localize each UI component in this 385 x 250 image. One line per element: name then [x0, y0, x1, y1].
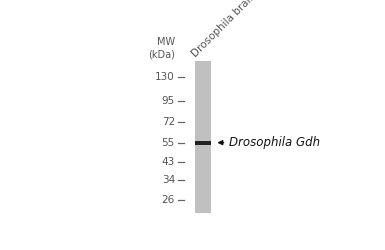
Text: 72: 72 [162, 117, 175, 127]
Text: 95: 95 [162, 96, 175, 106]
Text: 130: 130 [155, 72, 175, 82]
Text: Drosophila brain: Drosophila brain [189, 0, 258, 59]
Text: 26: 26 [162, 195, 175, 205]
Text: MW
(kDa): MW (kDa) [148, 38, 175, 60]
Text: 34: 34 [162, 174, 175, 184]
Text: Drosophila Gdh: Drosophila Gdh [229, 136, 321, 149]
Bar [195, 140, 211, 145]
Text: 55: 55 [162, 138, 175, 148]
Text: 43: 43 [162, 156, 175, 166]
Bar [195, 61, 211, 213]
